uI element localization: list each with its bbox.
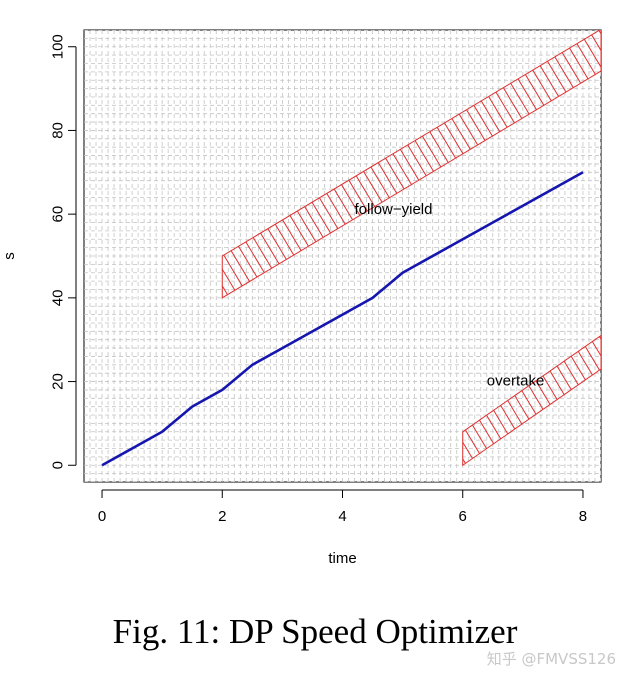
annotation-follow-yield: follow−yield: [355, 201, 433, 218]
x-tick-label: 8: [579, 508, 587, 525]
hatch-line: [462, 335, 484, 466]
x-tick-label: 2: [218, 508, 226, 525]
series-group: [101, 171, 584, 467]
hatch-line: [541, 30, 601, 298]
y-tick-label: 60: [50, 206, 67, 223]
y-tick-label: 80: [50, 122, 67, 139]
y-axis: 0 20 40 60 80 100: [50, 34, 77, 469]
hatch-line: [582, 335, 601, 466]
watermark: 知乎 @FMVSS126: [486, 650, 616, 668]
hatch-line: [462, 335, 494, 466]
obstacle-outline: [221, 30, 601, 299]
hatch-line: [32, 19, 205, 308]
hatch-line: [622, 19, 630, 308]
annotations: follow−yield overtake: [355, 201, 545, 390]
x-tick-label: 6: [459, 508, 467, 525]
hatch-line: [471, 30, 601, 298]
hatch-line: [572, 335, 601, 466]
grid: [84, 30, 601, 482]
y-tick-label: 40: [50, 290, 67, 307]
hatch-line: [612, 19, 630, 308]
hatch-line: [222, 30, 296, 298]
hatch-line: [623, 326, 630, 476]
x-axis: 0 2 4 6 8: [98, 489, 587, 525]
hatch-line: [222, 30, 286, 298]
hatch-line: [602, 19, 630, 308]
x-tick-label: 4: [338, 508, 346, 525]
hatch-line: [222, 30, 306, 298]
hatch-line: [222, 30, 266, 298]
hatch-line: [613, 326, 630, 476]
hatch-line: [561, 30, 601, 298]
series-line: [101, 171, 584, 467]
y-tick-label: 100: [50, 34, 67, 59]
hatch-line: [603, 326, 630, 476]
hatch-line: [531, 30, 601, 298]
y-axis-title: s: [1, 252, 18, 260]
hatch-line: [222, 30, 276, 298]
hatch-line: [551, 30, 601, 298]
hatch-line: [521, 30, 601, 298]
annotation-overtake: overtake: [487, 373, 545, 390]
x-axis-title: time: [328, 550, 356, 567]
y-tick-label: 20: [50, 373, 67, 390]
figure-caption: Fig. 11: DP Speed Optimizer: [112, 612, 518, 651]
obstacle-outline: [462, 334, 601, 467]
hatch-line: [222, 30, 256, 298]
x-tick-label: 0: [98, 508, 106, 525]
y-tick-label: 0: [50, 461, 67, 469]
